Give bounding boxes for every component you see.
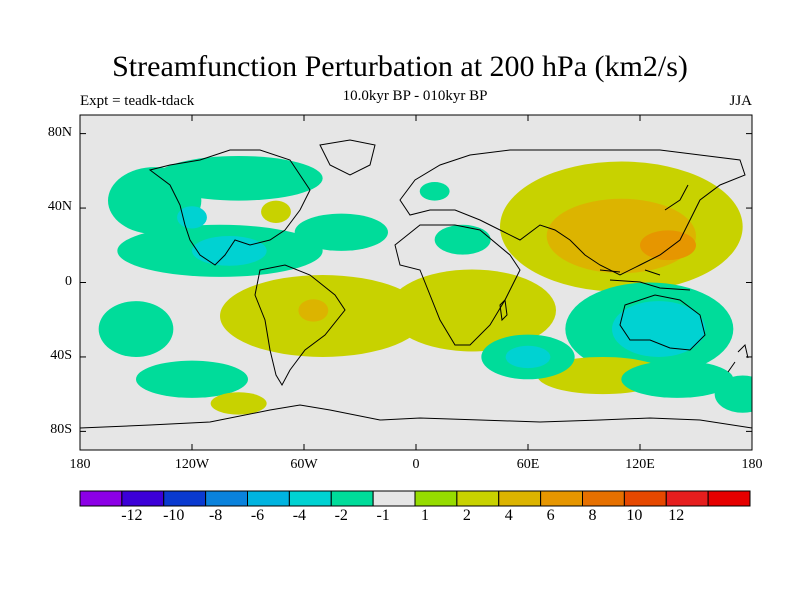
colorbar-box: [707, 490, 751, 507]
contour-region-atlantic-equatorial: [294, 213, 389, 251]
colorbar-box: [288, 490, 332, 507]
colorbar-label: -1: [376, 507, 390, 524]
contour-region-antarctic-pacific: [714, 375, 752, 413]
colorbar-label: -10: [163, 507, 185, 524]
colorbar-label: 12: [668, 507, 685, 524]
chart-title: Streamfunction Perturbation at 200 hPa (…: [112, 50, 688, 83]
colorbar-box: [498, 490, 542, 507]
colorbar-box: [414, 490, 458, 507]
contour-region-east-pacific-south: [136, 360, 248, 398]
contour-region-tropical-america-core: [192, 235, 267, 266]
lon-tick-label: 180: [69, 457, 91, 472]
coast-greenland: [319, 139, 376, 176]
colorbar-box: [665, 490, 709, 507]
contour-region-asia-monsoon-peak: [640, 230, 696, 261]
colorbar-box: [456, 490, 500, 507]
colorbar-label: -8: [208, 507, 223, 524]
coast-eurasia: [399, 149, 746, 276]
contour-region-north-atlantic-small: [261, 200, 291, 223]
contour-region-south-pacific-pos: [210, 392, 267, 415]
season-label: JJA: [729, 93, 752, 109]
lon-tick-label: 180: [741, 457, 763, 472]
chart-subtitle: 10.0kyr BP - 010kyr BP: [342, 88, 488, 104]
coast-japan: [664, 184, 689, 211]
contour-region-south-america-core: [298, 299, 329, 322]
colorbar-box: [79, 490, 123, 507]
colorbar-box: [247, 490, 290, 507]
colorbar-box: [623, 490, 667, 507]
colorbar-box: [540, 490, 583, 507]
colorbar-box: [205, 490, 248, 507]
colorbar-box: [163, 490, 207, 507]
experiment-label: Expt = teadk-tdack: [80, 93, 195, 109]
lon-tick-label: 120E: [625, 457, 655, 472]
lon-tick-label: 60E: [516, 457, 540, 472]
lat-tick-label: 0: [65, 273, 72, 289]
contour-region-south-indian-core: [505, 345, 551, 369]
coast-south-america: [254, 264, 346, 387]
colorbar-label: 2: [462, 507, 471, 524]
coast-indonesia: [599, 269, 691, 291]
lon-tick-label: 120W: [174, 457, 210, 472]
colorbar-label: -2: [334, 507, 348, 524]
contour-region-australia-core: [612, 301, 706, 357]
lat-tick-label: 80S: [50, 422, 72, 438]
contour-region-southern-ocean-neg: [621, 360, 734, 398]
colorbar-label: 6: [546, 507, 555, 524]
contour-region-europe-neg: [419, 182, 450, 201]
colorbar-label: -12: [121, 507, 143, 524]
colorbar-label: -4: [292, 507, 307, 524]
colorbar-label: -6: [250, 507, 265, 524]
colorbar-label: 4: [504, 507, 513, 524]
axis-ticks: [79, 115, 753, 450]
colorbar-label: 8: [588, 507, 597, 524]
contour-fills: [98, 155, 752, 415]
coast-australia: [619, 294, 706, 351]
contour-region-africa-band: [388, 269, 556, 352]
lon-tick-label: 60W: [290, 457, 318, 472]
colorbar-box: [121, 490, 165, 507]
contour-region-north-pacific-positive: [98, 301, 174, 357]
coast-madagascar: [499, 298, 508, 322]
lat-tick-label: 40S: [50, 347, 72, 363]
lon-tick-label: 0: [412, 457, 420, 472]
colorbar-box: [582, 490, 625, 507]
colorbar-label: 1: [421, 507, 429, 524]
coast-north-america: [148, 149, 311, 266]
colorbar-box: [372, 490, 416, 507]
coast-africa: [394, 224, 521, 346]
lat-tick-label: 80N: [47, 124, 72, 140]
coast-new-zealand: [727, 344, 749, 373]
contour-region-africa-north: [434, 224, 491, 255]
coastlines: [80, 139, 752, 429]
lat-tick-label: 40N: [47, 199, 72, 215]
colorbar-label: 10: [626, 507, 643, 524]
coast-antarctica: [80, 404, 752, 429]
colorbar-box: [330, 490, 374, 507]
